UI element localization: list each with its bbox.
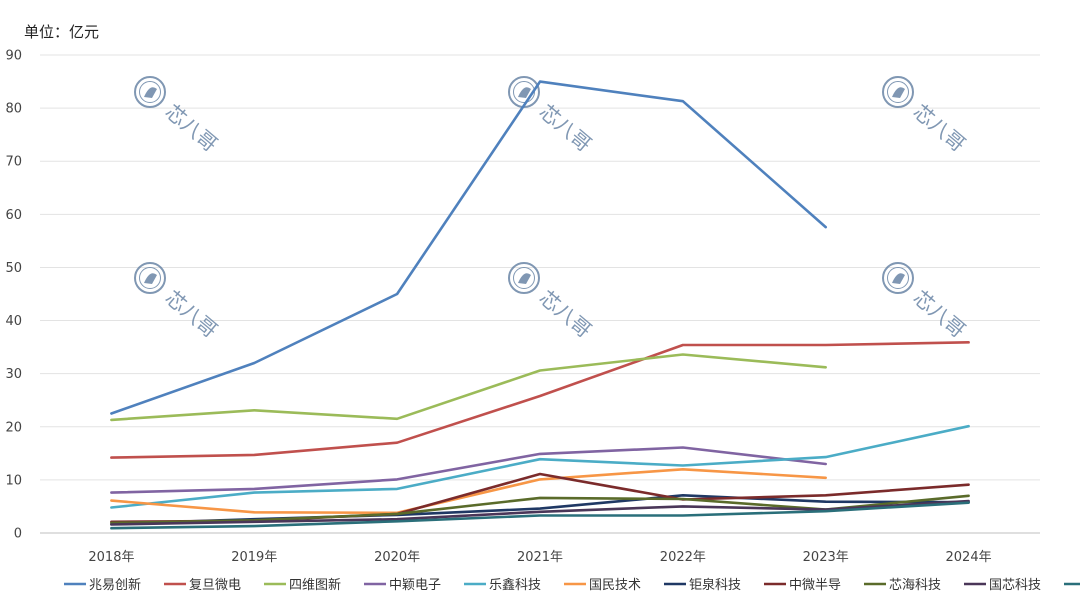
series-line: [110, 340, 970, 459]
legend-item: 复旦微电: [164, 578, 241, 593]
legend-label: 兆易创新: [89, 577, 141, 593]
watermark-logo-icon: [134, 76, 166, 108]
y-tick-label: 60: [5, 208, 22, 223]
y-tick-label: 50: [5, 261, 22, 276]
y-tick-label: 70: [5, 155, 22, 170]
watermark-logo-ring: [887, 81, 909, 103]
legend-label: 乐鑫科技: [489, 577, 541, 593]
grid: [40, 54, 1040, 534]
legend-item: 钜泉科技: [664, 577, 741, 593]
unit-label: 单位：亿元: [24, 23, 100, 41]
watermark-logo-icon: [882, 262, 914, 294]
watermark-bird-icon: [144, 273, 157, 284]
series-line: [110, 424, 970, 509]
legend-label: 钜泉科技: [689, 577, 741, 593]
watermark-bird-icon: [144, 87, 157, 98]
legend-item: 四维图新: [264, 577, 341, 593]
y-tick-label: 10: [5, 473, 22, 488]
legend-item: 乐鑫科技: [464, 577, 541, 593]
y-tick-label: 30: [5, 367, 22, 382]
watermark-text: 芯八哥: [535, 285, 596, 342]
legend-label: 国芯科技: [989, 578, 1041, 593]
legend-item: 芯海科技: [864, 578, 941, 593]
x-tick-label: 2019年: [231, 550, 277, 565]
watermark-bird-icon: [518, 87, 531, 98]
watermark-bird-icon: [518, 273, 531, 284]
series-line: [110, 467, 828, 515]
legend-label: 四维图新: [289, 577, 341, 593]
x-tick-label: 2021年: [517, 550, 563, 565]
legend-item: 中颖电子: [364, 578, 441, 593]
series-line: [110, 446, 828, 494]
watermark-logo-icon: [134, 262, 166, 294]
y-tick-label: 80: [5, 102, 22, 117]
legend-label: 芯海科技: [889, 578, 941, 593]
watermark-logo-icon: [882, 76, 914, 108]
series-line: [110, 501, 970, 530]
watermark-logo-ring: [139, 81, 161, 103]
legend-item: 中微半导: [764, 578, 841, 593]
legend-item: 峰昭科技: [1064, 582, 1080, 586]
legend-label: 国民技术: [589, 578, 641, 593]
watermark-logo: 芯八哥: [134, 262, 222, 342]
watermark-logo-ring: [513, 267, 535, 289]
x-tick-label: 2024年: [946, 550, 992, 565]
watermark-text: 芯八哥: [909, 285, 970, 342]
watermark-logo: 芯八哥: [508, 76, 596, 156]
watermark-logo: 芯八哥: [134, 76, 222, 156]
legend-item: 兆易创新: [64, 577, 141, 593]
y-tick-label: 40: [5, 314, 22, 329]
series-line: [110, 80, 828, 415]
x-tick-label: 2018年: [88, 550, 134, 565]
watermark-logo: 芯八哥: [508, 262, 596, 342]
axes: 0 10 20 30 40 50 60 70 80 90 2018年 2019年 2020年 2021年 2…: [5, 49, 991, 566]
legend-label: 中微半导: [789, 578, 841, 593]
y-tick-label: 0: [14, 527, 22, 542]
legend-label: 复旦微电: [189, 578, 241, 593]
legend-label: 中颖电子: [389, 578, 441, 593]
legend-item: 国芯科技: [964, 578, 1041, 593]
watermark-bird-icon: [892, 273, 905, 284]
y-tick-label: 90: [5, 49, 22, 64]
watermark-logo: 芯八哥: [882, 76, 970, 156]
series-group: [110, 80, 970, 530]
y-tick-label: 20: [5, 420, 22, 435]
series-line: [110, 353, 828, 422]
watermark-bird-icon: [892, 87, 905, 98]
legend-item: 国民技术: [564, 578, 641, 593]
watermark-text: 芯八哥: [161, 285, 222, 342]
legend: 兆易创新 复旦微电 四维图新 中颖电子 乐鑫科技 国民技术 钜泉科技 中微半导 芯海科技 国芯科技…: [64, 577, 1080, 593]
watermark-logo-ring: [887, 267, 909, 289]
series-line: [110, 499, 970, 526]
x-tick-label: 2020年: [374, 550, 420, 565]
watermark-logo-ring: [139, 267, 161, 289]
x-tick-label: 2022年: [660, 550, 706, 565]
watermark-logo-icon: [508, 262, 540, 294]
x-tick-label: 2023年: [803, 550, 849, 565]
watermark-logo: 芯八哥: [882, 262, 970, 342]
